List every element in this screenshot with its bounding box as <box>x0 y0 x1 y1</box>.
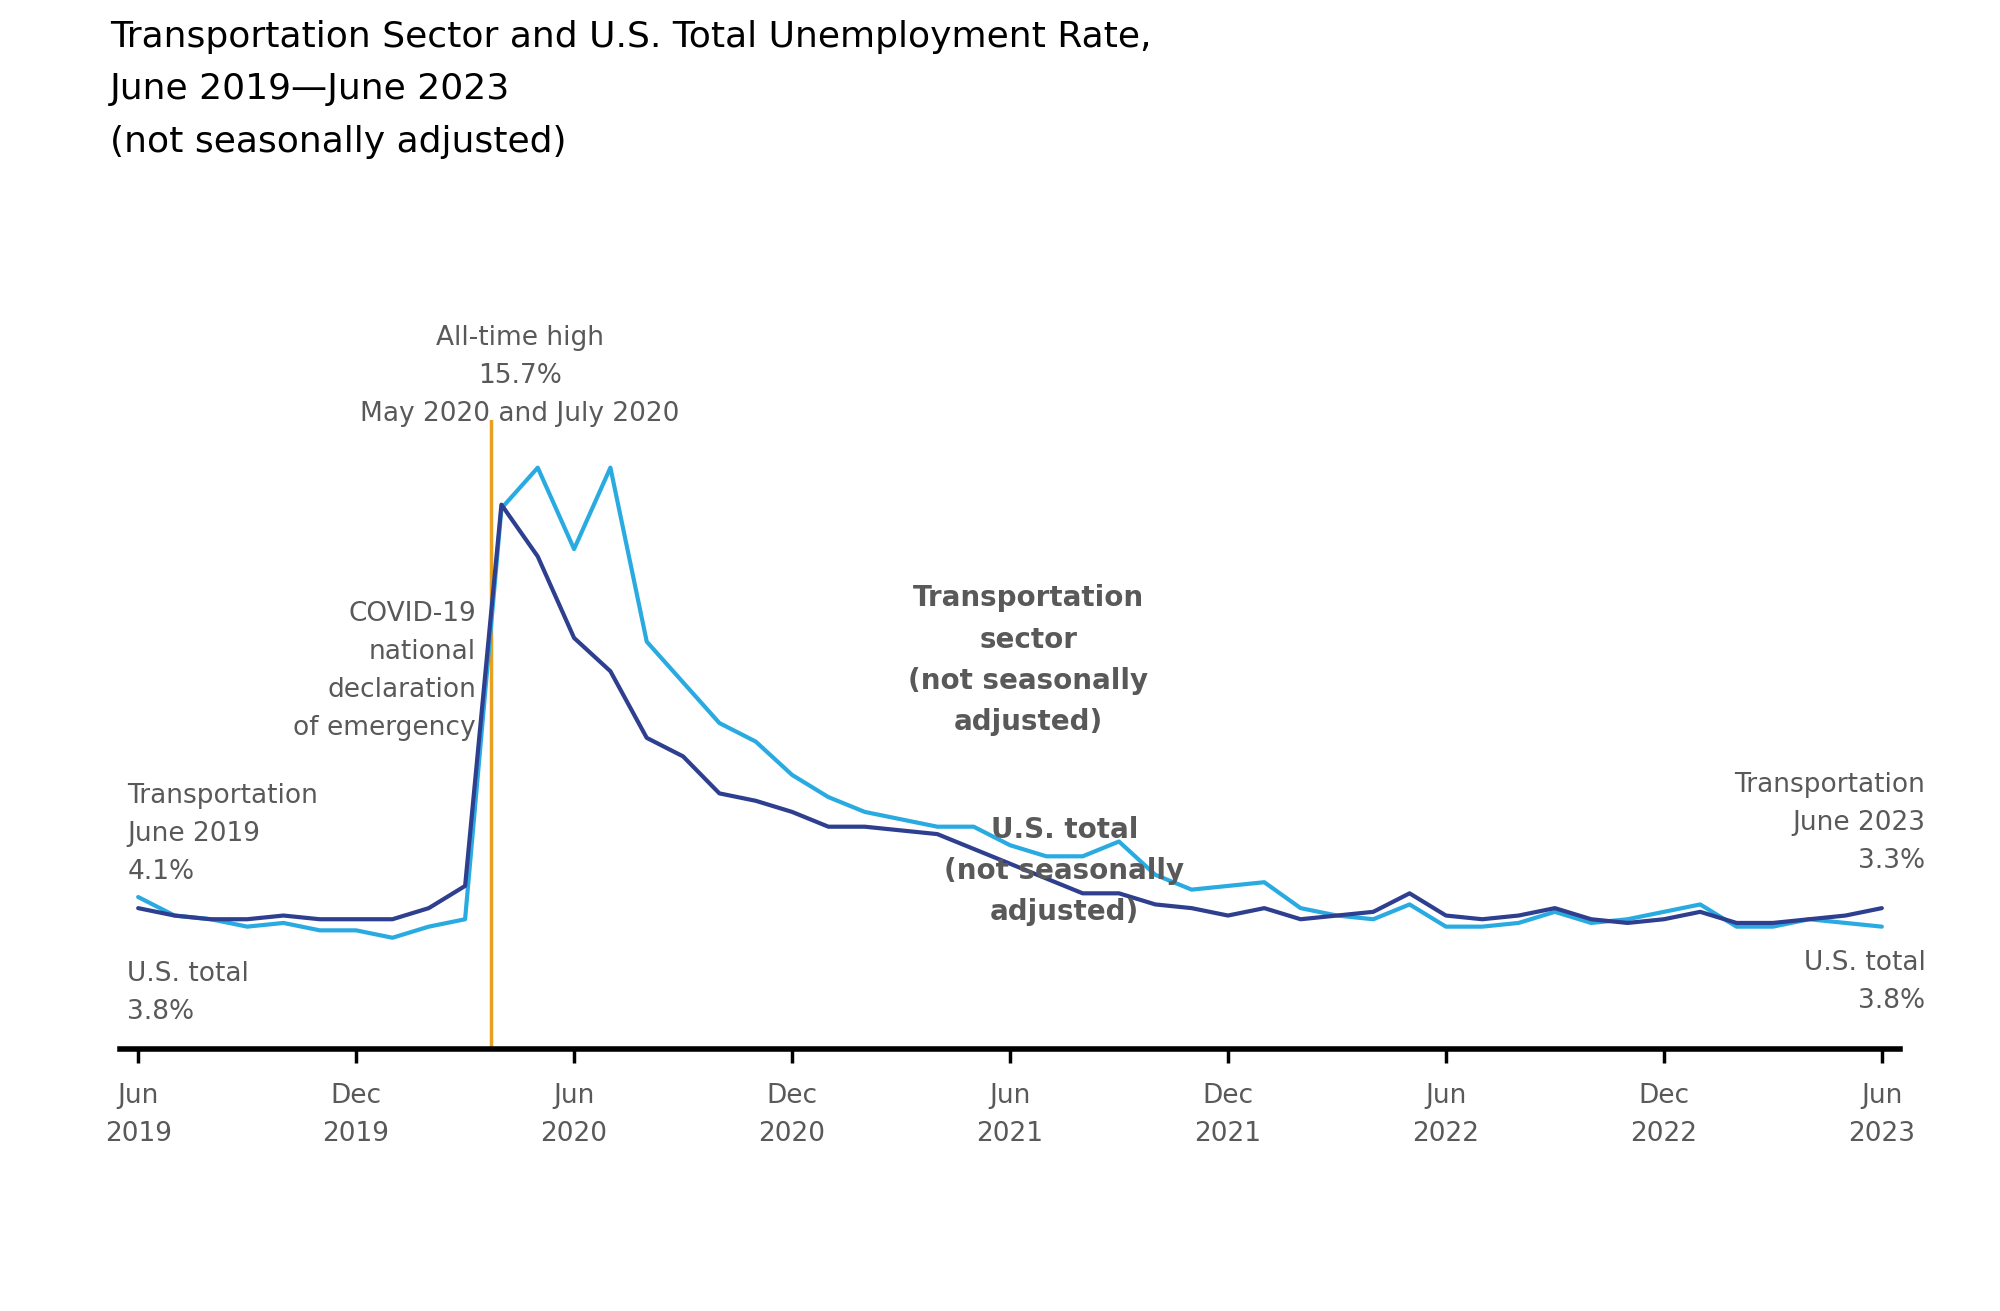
Text: 2022: 2022 <box>1630 1121 1698 1147</box>
Text: Jun: Jun <box>118 1083 158 1109</box>
Text: 2019: 2019 <box>104 1121 172 1147</box>
Text: U.S. total
(not seasonally
adjusted): U.S. total (not seasonally adjusted) <box>944 815 1184 927</box>
Text: All-time high
15.7%
May 2020 and July 2020: All-time high 15.7% May 2020 and July 20… <box>360 325 680 427</box>
Text: U.S. total
3.8%: U.S. total 3.8% <box>1804 950 1926 1015</box>
Text: Dec: Dec <box>1202 1083 1254 1109</box>
Text: 2020: 2020 <box>540 1121 608 1147</box>
Text: 2023: 2023 <box>1848 1121 1916 1147</box>
Text: 2019: 2019 <box>322 1121 390 1147</box>
Text: Jun: Jun <box>990 1083 1030 1109</box>
Text: Transportation
sector
(not seasonally
adjusted): Transportation sector (not seasonally ad… <box>908 585 1148 735</box>
Text: U.S. total
3.8%: U.S. total 3.8% <box>128 961 250 1025</box>
Text: (not seasonally adjusted): (not seasonally adjusted) <box>110 125 566 159</box>
Text: 2020: 2020 <box>758 1121 826 1147</box>
Text: COVID-19
national
declaration
of emergency: COVID-19 national declaration of emergen… <box>294 602 476 741</box>
Text: Jun: Jun <box>1862 1083 1902 1109</box>
Text: Dec: Dec <box>1638 1083 1690 1109</box>
Text: 2021: 2021 <box>1194 1121 1262 1147</box>
Text: Dec: Dec <box>766 1083 818 1109</box>
Text: 2021: 2021 <box>976 1121 1044 1147</box>
Text: Transportation
June 2019
4.1%: Transportation June 2019 4.1% <box>128 783 318 885</box>
Text: Transportation
June 2023
3.3%: Transportation June 2023 3.3% <box>1734 772 1926 874</box>
Text: Jun: Jun <box>554 1083 594 1109</box>
Text: 2022: 2022 <box>1412 1121 1480 1147</box>
Text: Dec: Dec <box>330 1083 382 1109</box>
Text: Jun: Jun <box>1426 1083 1466 1109</box>
Text: June 2019—June 2023: June 2019—June 2023 <box>110 72 510 106</box>
Text: Transportation Sector and U.S. Total Unemployment Rate,: Transportation Sector and U.S. Total Une… <box>110 20 1152 54</box>
